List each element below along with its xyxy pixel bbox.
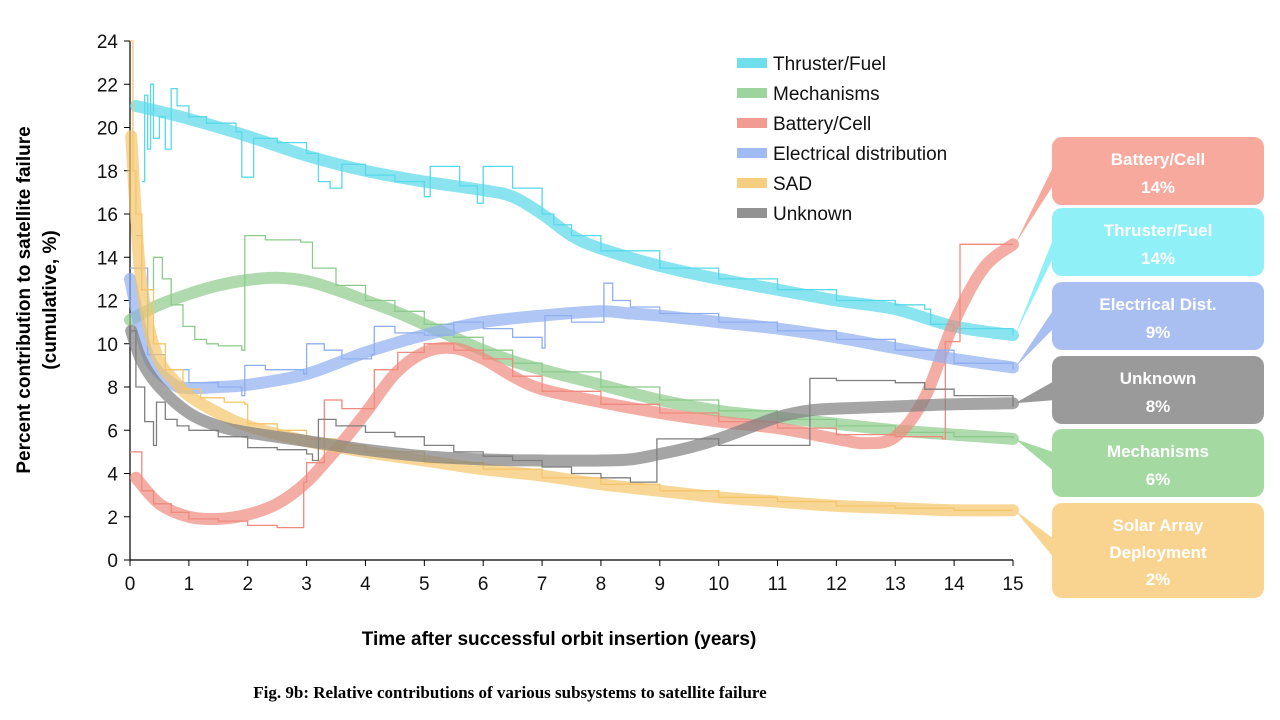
series-raw-electrical-distribution — [130, 267, 1014, 397]
x-tick-label: 8 — [596, 574, 607, 595]
callout-box — [1052, 503, 1264, 598]
callouts: Battery/Cell 14% Thruster/Fuel 14% Electrica… — [1015, 137, 1264, 598]
x-tick-label: 6 — [478, 574, 489, 595]
callout-label: Electrical Dist. — [1099, 295, 1216, 314]
legend-item-unknown: Unknown — [737, 204, 852, 225]
x-tick-label: 10 — [708, 574, 729, 595]
callout-pointer — [1015, 232, 1056, 336]
callout-box — [1052, 282, 1264, 350]
legend-swatch — [737, 178, 767, 188]
callout-label: Mechanisms — [1107, 442, 1209, 461]
legend-swatch — [737, 208, 767, 218]
callout-solar-array-deployment: Solar Array Deployment 2% — [1015, 503, 1264, 598]
callout-pointer — [1015, 306, 1056, 368]
y-tick-label: 10 — [97, 335, 118, 356]
callout-label: Unknown — [1120, 369, 1197, 388]
legend-swatch — [737, 148, 767, 158]
y-axis-title-line2: (cumulative, %) — [40, 230, 61, 369]
series-raw-battery-cell — [130, 243, 1013, 529]
y-tick-label: 16 — [97, 205, 118, 226]
callout-pointer — [1015, 161, 1056, 245]
y-tick-label: 4 — [107, 465, 118, 486]
legend-item-sad: SAD — [737, 174, 812, 195]
callout-label-line2: Deployment — [1109, 543, 1207, 562]
callout-percent: 8% — [1146, 397, 1171, 416]
legend-swatch — [737, 118, 767, 128]
legend-label: Battery/Cell — [773, 114, 871, 135]
y-tick-label: 8 — [107, 378, 118, 399]
x-tick-label: 5 — [419, 574, 430, 595]
x-tick-label: 14 — [944, 574, 966, 595]
x-tick-label: 3 — [301, 574, 312, 595]
y-tick-label: 2 — [107, 508, 118, 529]
legend-item-thruster-fuel: Thruster/Fuel — [737, 54, 886, 75]
legend-label: SAD — [773, 174, 812, 195]
callout-mechanisms: Mechanisms 6% — [1015, 429, 1264, 497]
legend-label: Thruster/Fuel — [773, 54, 886, 75]
x-tick-label: 2 — [242, 574, 253, 595]
callout-electrical-dist: Electrical Dist. 9% — [1015, 282, 1264, 368]
x-tick-label: 9 — [655, 574, 666, 595]
y-tick-label: 14 — [97, 248, 119, 269]
series-trend-sad — [125, 130, 1019, 517]
series-raw-mechanisms — [135, 234, 1014, 439]
y-tick-label: 0 — [107, 551, 118, 572]
series-mechanisms — [124, 234, 1019, 445]
x-tick-label: 12 — [826, 574, 847, 595]
x-tick-label: 4 — [360, 574, 371, 595]
callout-box — [1052, 429, 1264, 497]
legend: Thruster/Fuel Mechanisms Battery/Cell Elect… — [737, 54, 947, 225]
callout-pointer — [1015, 510, 1056, 561]
x-tick-label: 13 — [885, 574, 906, 595]
callout-label: Battery/Cell — [1111, 150, 1205, 169]
x-axis-title: Time after successful orbit insertion (y… — [362, 629, 757, 650]
series-unknown — [125, 324, 1019, 483]
callout-unknown: Unknown 8% — [1015, 356, 1264, 424]
legend-label: Unknown — [773, 204, 852, 225]
callout-pointer — [1015, 380, 1056, 404]
legend-swatch — [737, 58, 767, 68]
series-battery-cell — [129, 238, 1019, 529]
y-axis-title-line1: Percent contribution to satellite failur… — [14, 126, 35, 473]
x-tick-label: 0 — [125, 574, 136, 595]
callout-box — [1052, 208, 1264, 276]
y-tick-label: 18 — [97, 162, 118, 183]
x-tick-label: 1 — [184, 574, 195, 595]
y-tick-label: 20 — [97, 119, 118, 140]
legend-item-battery-cell: Battery/Cell — [737, 114, 871, 135]
legend-label: Electrical distribution — [773, 144, 947, 165]
legend-swatch — [737, 88, 767, 98]
callout-percent: 14% — [1141, 249, 1175, 268]
figure-caption: Fig. 9b: Relative contributions of vario… — [253, 683, 767, 702]
x-tick-label: 7 — [537, 574, 548, 595]
y-tick-label: 22 — [97, 75, 118, 96]
callout-battery-cell: Battery/Cell 14% — [1015, 137, 1264, 245]
y-tick-label: 24 — [97, 32, 119, 53]
y-tick-label: 6 — [107, 421, 118, 442]
callout-box — [1052, 356, 1264, 424]
callout-label: Thruster/Fuel — [1104, 221, 1213, 240]
x-tick-label: 11 — [768, 574, 788, 595]
legend-item-mechanisms: Mechanisms — [737, 84, 880, 105]
callout-percent: 2% — [1146, 570, 1171, 589]
series-raw-thruster-fuel — [141, 83, 1014, 336]
callout-percent: 9% — [1146, 323, 1171, 342]
callout-thruster-fuel: Thruster/Fuel 14% — [1015, 208, 1264, 336]
callout-percent: 14% — [1141, 178, 1175, 197]
callout-percent: 6% — [1146, 470, 1171, 489]
callout-box — [1052, 137, 1264, 205]
legend-label: Mechanisms — [773, 84, 880, 105]
series-layer — [124, 40, 1019, 529]
series-trend-unknown — [125, 324, 1019, 467]
x-tick-label: 15 — [1002, 574, 1023, 595]
series-thruster-fuel — [129, 83, 1019, 342]
legend-item-electrical-distribution: Electrical distribution — [737, 144, 947, 165]
callout-label: Solar Array — [1112, 516, 1204, 535]
y-tick-label: 12 — [97, 292, 118, 313]
callout-pointer — [1015, 438, 1056, 473]
series-raw-unknown — [130, 330, 1014, 483]
